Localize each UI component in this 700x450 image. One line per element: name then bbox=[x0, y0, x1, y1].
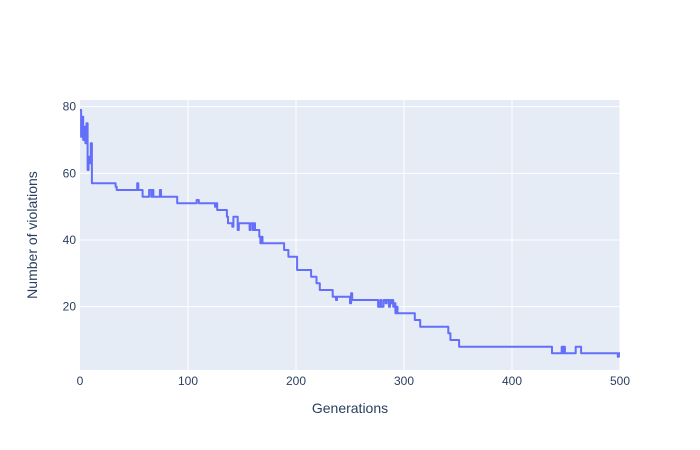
x-axis-title: Generations bbox=[312, 400, 388, 416]
x-tick-label: 0 bbox=[77, 374, 84, 388]
y-tick-label: 20 bbox=[63, 300, 77, 314]
y-gridlines bbox=[80, 106, 620, 308]
x-tick-label: 100 bbox=[178, 374, 198, 388]
x-tick-label: 400 bbox=[502, 374, 522, 388]
y-tick-label: 60 bbox=[63, 166, 77, 180]
y-axis-tick-labels: 20 40 60 80 bbox=[63, 100, 77, 314]
x-tick-label: 500 bbox=[610, 374, 630, 388]
plot-background bbox=[80, 100, 620, 370]
y-tick-label: 80 bbox=[63, 100, 77, 114]
x-tick-label: 200 bbox=[286, 374, 306, 388]
violations-line bbox=[80, 109, 620, 358]
y-tick-label: 40 bbox=[63, 233, 77, 247]
y-axis-title: Number of violations bbox=[24, 171, 40, 299]
x-tick-label: 300 bbox=[394, 374, 414, 388]
x-gridlines bbox=[187, 100, 621, 370]
x-axis-tick-labels: 0 100 200 300 400 500 bbox=[77, 374, 631, 388]
